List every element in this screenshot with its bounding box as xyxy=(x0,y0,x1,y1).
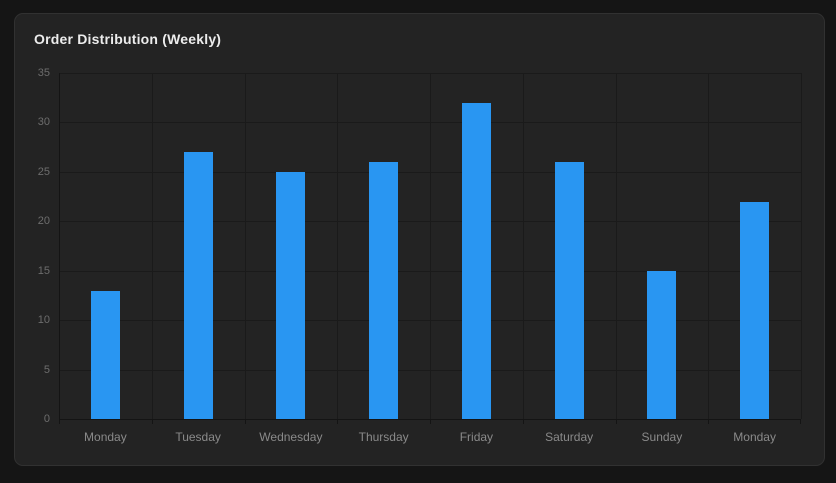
x-axis-tickmark xyxy=(337,419,338,424)
y-axis-tick-label: 30 xyxy=(37,116,50,129)
bar[interactable] xyxy=(183,152,213,419)
x-axis-category-label: Thursday xyxy=(358,430,409,444)
x-axis-tickmark xyxy=(616,419,617,424)
bar[interactable] xyxy=(740,201,770,419)
bar[interactable] xyxy=(90,290,120,419)
x-axis-category-label: Wednesday xyxy=(259,430,323,444)
x-axis-category-label: Saturday xyxy=(545,430,594,444)
x-axis-tickmark xyxy=(800,419,801,424)
y-axis-tick-label: 10 xyxy=(37,314,50,327)
plot-area: 0 5 10 15 20 25 30 35 Monday Tuesday Wednesday Thur… xyxy=(38,67,802,444)
y-axis-tick-label: 5 xyxy=(43,363,50,376)
bar[interactable] xyxy=(647,270,677,419)
x-axis-line xyxy=(59,419,801,420)
x-axis-category-label: Monday xyxy=(733,430,776,444)
x-gridline xyxy=(801,73,802,419)
chart-card: Order Distribution (Weekly) 0 5 10 15 20 25 30… xyxy=(14,13,825,466)
bar[interactable] xyxy=(369,161,399,419)
x-gridline xyxy=(616,73,617,419)
x-gridline xyxy=(523,73,524,419)
x-axis-category-label: Friday xyxy=(459,430,494,444)
x-axis-tickmark xyxy=(152,419,153,424)
y-axis-line xyxy=(59,73,60,419)
bar[interactable] xyxy=(461,102,491,419)
y-axis-tick-label: 25 xyxy=(37,165,50,178)
y-axis-tick-label: 0 xyxy=(43,413,50,425)
y-axis-tick-label: 20 xyxy=(37,215,50,228)
x-gridline xyxy=(152,73,153,419)
bar[interactable] xyxy=(276,171,306,419)
x-axis-category-label: Monday xyxy=(84,430,127,444)
y-axis-tick-label: 35 xyxy=(37,67,50,79)
x-axis-category-label: Sunday xyxy=(641,430,683,444)
y-axis-tick-label: 15 xyxy=(37,264,50,277)
x-axis-tickmark xyxy=(708,419,709,424)
x-gridline xyxy=(708,73,709,419)
chart-title: Order Distribution (Weekly) xyxy=(34,31,222,47)
x-axis-tickmark xyxy=(59,419,60,424)
x-gridline xyxy=(337,73,338,419)
x-axis-tickmark xyxy=(430,419,431,424)
x-axis-tickmark xyxy=(523,419,524,424)
x-gridline xyxy=(430,73,431,419)
x-axis-category-label: Tuesday xyxy=(175,430,221,444)
x-axis-tickmark xyxy=(245,419,246,424)
bar[interactable] xyxy=(554,161,584,419)
x-gridline xyxy=(245,73,246,419)
